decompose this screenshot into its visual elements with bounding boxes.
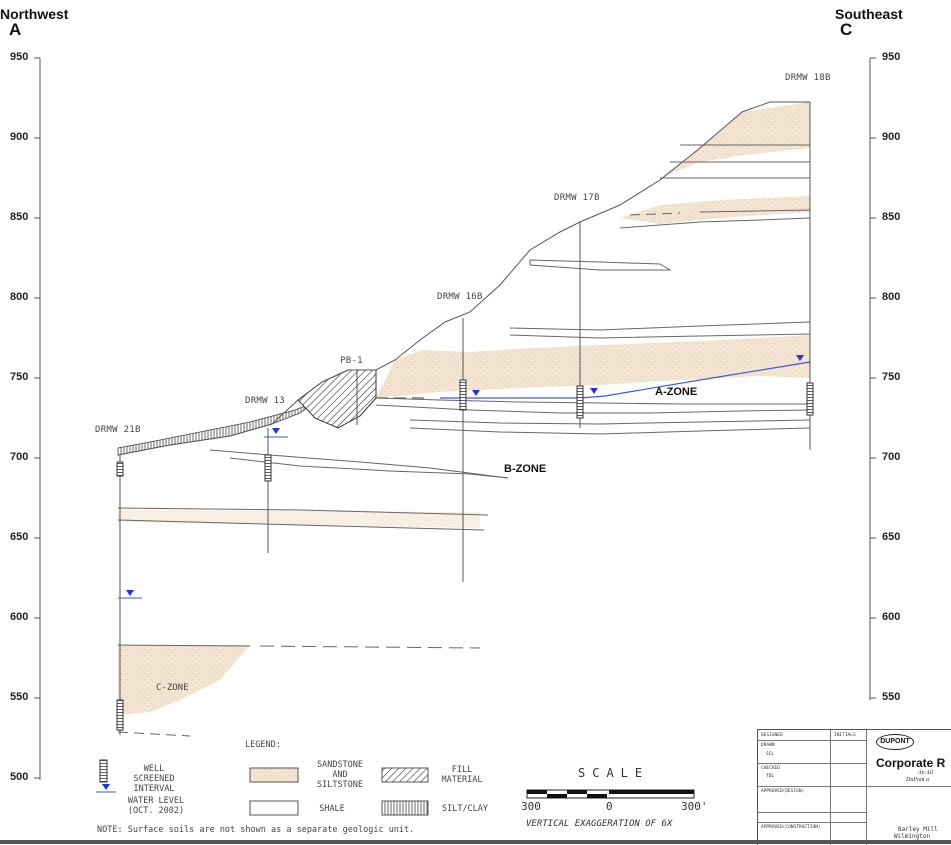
left-tick-950: 950 [10, 51, 29, 63]
left-tick-550: 550 [10, 691, 29, 703]
legend-fill-swatch [381, 767, 429, 783]
water-level-markers [126, 355, 804, 596]
tb-company-name: Corporate R [876, 756, 946, 770]
legend-siltclay-swatch [381, 800, 429, 816]
fill-material-unit [297, 369, 377, 429]
well-label-drmw-17b: DRMW 17B [554, 193, 600, 203]
b-zone-label: B-ZONE [504, 463, 547, 475]
tb-checked-by: TDL [766, 774, 775, 779]
tb-initials: INITIALS [834, 733, 856, 738]
left-tick-600: 600 [10, 611, 29, 623]
legend-well-screen-label: WELL SCREENED INTERVAL [133, 764, 175, 794]
tb-designed: DESIGNED [761, 733, 783, 738]
left-section-letter: A [9, 20, 22, 39]
left-tick-750: 750 [10, 371, 29, 383]
right-direction-label: Southeast [835, 6, 903, 22]
right-tick-800: 800 [882, 291, 901, 303]
right-tick-600: 600 [882, 611, 901, 623]
tb-address-1: Barley Mill [898, 826, 938, 833]
right-tick-750: 750 [882, 371, 901, 383]
upper-sandstone-unit [376, 335, 810, 398]
tb-sub-line-2: DuPont a [906, 777, 930, 783]
well-label-drmw-16b: DRMW 16B [437, 292, 483, 302]
well-label-drmw-13: DRMW 13 [245, 396, 286, 406]
left-tick-900: 900 [10, 131, 29, 143]
dupont-logo: DUPONT [876, 734, 914, 750]
legend-water-level-label: WATER LEVEL (OCT. 2002) [127, 796, 185, 816]
legend-symbols [96, 759, 429, 816]
tb-sub-line-1: An All [918, 770, 934, 776]
scale-right-value: 300' [681, 800, 708, 813]
ground-surface-line [117, 101, 810, 456]
left-tick-850: 850 [10, 211, 29, 223]
left-tick-500: 500 [10, 771, 29, 783]
well-drmw-13 [264, 428, 272, 553]
right-tick-700: 700 [882, 451, 901, 463]
well-drmw-16b [459, 318, 467, 582]
legend-fill-label: FILL MATERIAL [441, 765, 483, 785]
well-label-pb-1: PB-1 [340, 356, 363, 366]
tb-drawn-by: SCL [766, 752, 775, 757]
a-zone-label: A-ZONE [655, 386, 698, 398]
left-elevation-axis [34, 57, 41, 780]
well-drmw-21b [116, 455, 124, 735]
legend-shale-label: SHALE [319, 804, 345, 814]
scale-bar [526, 789, 695, 799]
left-sandstone-band [118, 510, 480, 528]
legend-siltclay-label: SILT/CLAY [441, 804, 489, 814]
tb-drawn: DRAWN [761, 743, 775, 748]
right-elevation-axis [869, 57, 876, 700]
tb-approved-construction: APPROVED(CONSTRUCTION) [761, 825, 821, 830]
right-tick-550: 550 [882, 691, 901, 703]
silt-clay-unit [117, 401, 316, 456]
well-label-drmw-18b: DRMW 18B [785, 73, 831, 83]
left-direction-label: Northwest [0, 6, 69, 22]
legend-screen-icon [99, 759, 108, 783]
right-tick-900: 900 [882, 131, 901, 143]
right-section-letter: C [840, 20, 853, 39]
title-block: DESIGNED INITIALS DRAWN SCL CHECKED TDL … [757, 729, 951, 845]
legend-shale-swatch [249, 800, 299, 816]
hillside-sandstone-1 [660, 102, 810, 178]
left-tick-700: 700 [10, 451, 29, 463]
legend-title: LEGEND: [245, 740, 281, 750]
well-drmw-18b [806, 102, 814, 450]
tb-approved-design: APPROVED(DESIGN) [761, 789, 805, 794]
well-drmw-17b [576, 222, 584, 428]
right-tick-850: 850 [882, 211, 901, 223]
bottom-border [0, 840, 951, 844]
hillside-sandstone-2 [620, 196, 810, 224]
right-tick-950: 950 [882, 51, 901, 63]
legend-sandstone-label: SANDSTONE AND SILTSTONE [316, 760, 364, 790]
legend-note: NOTE: Surface soils are not shown as a s… [97, 825, 415, 835]
tb-address-2: Wilmington [894, 833, 931, 840]
legend-sandstone-swatch [249, 767, 299, 783]
left-tick-800: 800 [10, 291, 29, 303]
right-tick-650: 650 [882, 531, 901, 543]
well-label-drmw-21b: DRMW 21B [95, 425, 141, 435]
lithology-contacts [117, 144, 811, 737]
vertical-exaggeration-note: VERTICAL EXAGGERATION OF 6X [526, 819, 673, 829]
scale-mid-value: 0 [606, 800, 613, 813]
lower-left-sandstone [118, 645, 250, 715]
scale-left-value: 300 [521, 800, 541, 813]
water-level-ticks [118, 436, 288, 599]
left-tick-650: 650 [10, 531, 29, 543]
c-zone-label: C-ZONE [156, 683, 189, 693]
water-table-line [376, 361, 811, 399]
scale-title: SCALE [578, 766, 650, 780]
legend-water-level-icon [102, 784, 110, 790]
tb-checked: CHECKED [761, 766, 780, 771]
